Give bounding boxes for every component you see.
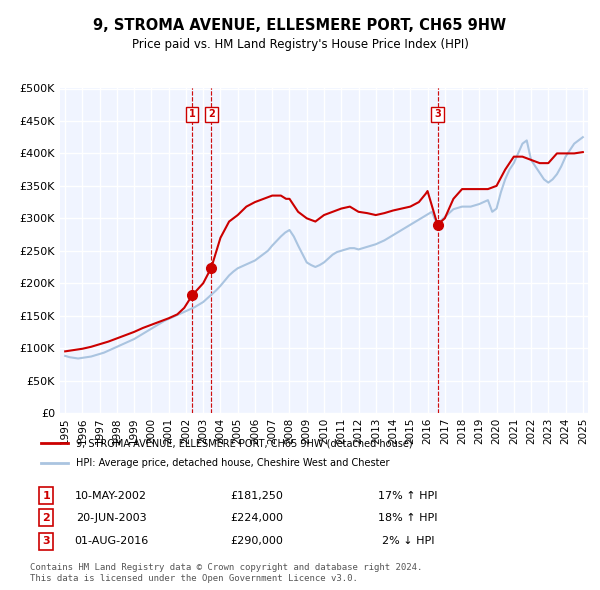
Text: 2: 2 [43,513,50,523]
Text: 10-MAY-2002: 10-MAY-2002 [75,491,147,500]
Text: 9, STROMA AVENUE, ELLESMERE PORT, CH65 9HW: 9, STROMA AVENUE, ELLESMERE PORT, CH65 9… [94,18,506,32]
Text: 01-AUG-2016: 01-AUG-2016 [74,536,148,546]
Text: 20-JUN-2003: 20-JUN-2003 [76,513,146,523]
Text: £290,000: £290,000 [230,536,283,546]
Text: 17% ↑ HPI: 17% ↑ HPI [378,491,438,500]
Text: 2% ↓ HPI: 2% ↓ HPI [382,536,434,546]
Text: 1: 1 [43,491,50,500]
Text: £181,250: £181,250 [230,491,283,500]
Text: 1: 1 [189,110,196,119]
Text: 9, STROMA AVENUE, ELLESMERE PORT, CH65 9HW (detached house): 9, STROMA AVENUE, ELLESMERE PORT, CH65 9… [76,438,413,448]
Text: 3: 3 [434,110,441,119]
Text: Contains HM Land Registry data © Crown copyright and database right 2024.
This d: Contains HM Land Registry data © Crown c… [30,563,422,583]
Text: Price paid vs. HM Land Registry's House Price Index (HPI): Price paid vs. HM Land Registry's House … [131,38,469,51]
Text: 2: 2 [208,110,215,119]
Text: 3: 3 [43,536,50,546]
Text: 18% ↑ HPI: 18% ↑ HPI [378,513,438,523]
Text: £224,000: £224,000 [230,513,283,523]
Text: HPI: Average price, detached house, Cheshire West and Chester: HPI: Average price, detached house, Ches… [76,458,389,467]
